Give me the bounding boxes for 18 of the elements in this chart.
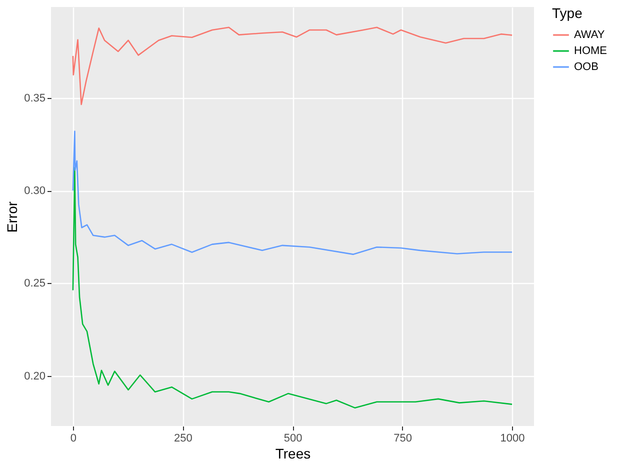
x-axis-title: Trees xyxy=(275,446,311,462)
x-tick-label: 0 xyxy=(70,432,77,444)
y-tick-label: 0.25 xyxy=(24,278,46,290)
line-series xyxy=(72,26,513,106)
y-axis-title: Error xyxy=(4,201,20,233)
legend-label: AWAY xyxy=(574,29,606,41)
x-tick-label: 1000 xyxy=(500,432,525,444)
y-tick-label: 0.35 xyxy=(24,92,46,104)
legend-label: HOME xyxy=(574,45,607,57)
line-series xyxy=(72,166,513,408)
x-tick-label: 250 xyxy=(174,432,192,444)
legend-label: OOB xyxy=(574,61,598,73)
y-tick-label: 0.20 xyxy=(24,370,46,382)
line-series xyxy=(72,130,513,255)
x-tick-label: 750 xyxy=(394,432,412,444)
y-tick-label: 0.30 xyxy=(24,185,46,198)
legend-title: Type xyxy=(552,5,583,21)
x-tick-label: 500 xyxy=(284,432,302,444)
